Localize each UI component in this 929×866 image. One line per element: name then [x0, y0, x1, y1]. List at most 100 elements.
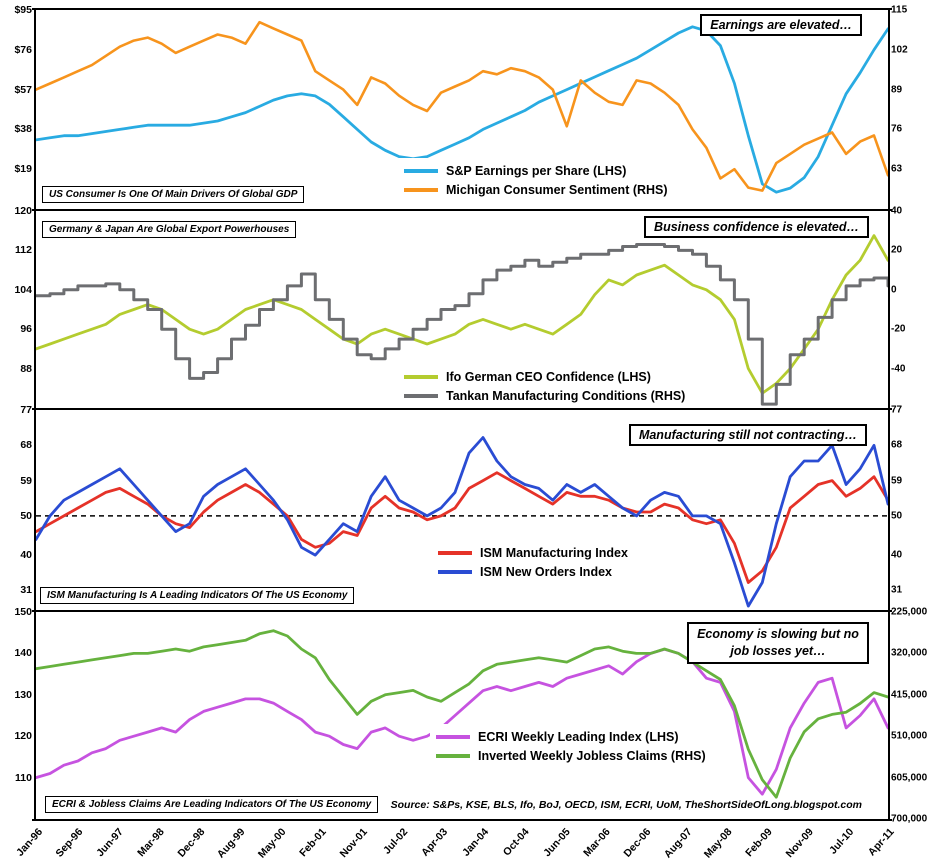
panel-divider: [32, 209, 892, 211]
left-axis: 150 140 130 120 110: [2, 606, 33, 819]
right-axis-tick: -40: [891, 363, 906, 375]
left-axis-tick: 31: [20, 584, 32, 597]
right-axis-tick: 50: [891, 510, 903, 522]
legend-label: Inverted Weekly Jobless Claims (RHS): [478, 748, 706, 763]
left-axis-tick: 120: [14, 730, 32, 743]
legend-label: ISM New Orders Index: [480, 564, 612, 579]
series-line-0: [36, 647, 888, 796]
left-axis: $95 $76 $57 $38 $19: [2, 4, 33, 209]
right-axis-tick: 415,000: [891, 689, 928, 701]
left-axis-tick: 130: [14, 688, 32, 701]
series-line-0: [36, 471, 888, 584]
right-axis-tick: 40: [891, 549, 903, 561]
series-line-1: [36, 243, 888, 406]
left-axis-tick: $76: [14, 43, 32, 56]
caption-ecri: ECRI & Jobless Claims Are Leading Indica…: [45, 796, 379, 813]
source-note: Source: S&Ps, KSE, BLS, Ifo, BoJ, OECD, …: [390, 799, 862, 811]
left-axis-tick: $38: [14, 123, 32, 136]
right-axis: 77 68 59 50 40 31: [891, 405, 929, 610]
left-axis: 77 68 59 50 40 31: [2, 404, 33, 610]
right-axis-tick: 320,000: [891, 647, 928, 659]
right-axis-tick: 59: [891, 475, 903, 487]
right-axis-tick: 700,000: [891, 813, 928, 825]
annotation-confidence: Business confidence is elevated…: [644, 216, 869, 238]
series-swatch: [404, 168, 438, 173]
right-axis: 115 102 89 76 63: [891, 5, 929, 209]
right-axis-tick: 0: [891, 284, 897, 296]
left-axis-tick: 40: [20, 549, 32, 562]
series-line-1: [36, 20, 888, 192]
left-axis-tick: 104: [14, 283, 32, 296]
left-axis-tick: 50: [20, 509, 32, 522]
series-line-0: [36, 25, 888, 194]
left-axis-tick: 150: [14, 606, 32, 618]
right-axis-tick: 31: [891, 584, 903, 596]
caption-ism: ISM Manufacturing Is A Leading Indicator…: [40, 587, 355, 604]
left-axis-tick: $95: [14, 4, 32, 16]
series-swatch: [404, 374, 438, 379]
annotation-manufacturing: Manufacturing still not contracting…: [628, 424, 867, 446]
right-axis-tick: 510,000: [891, 730, 928, 742]
panel-divider: [32, 8, 892, 10]
left-axis: 120 112 104 96 88: [2, 205, 33, 408]
panel-divider: [32, 610, 892, 612]
series-swatch: [436, 734, 470, 739]
left-axis-tick: 77: [20, 404, 32, 416]
panel-ism: 77 68 59 50 40 31 77 68 59 50 40 31 Manufacturing …: [0, 404, 929, 610]
right-axis: 40 20 0 -20 -40: [891, 206, 929, 408]
legend-item: Michigan Consumer Sentiment (RHS): [404, 180, 668, 199]
legend-item: ISM Manufacturing Index: [438, 543, 628, 562]
left-axis-tick: 112: [15, 244, 32, 257]
panel-confidence: 120 112 104 96 88 40 20 0 -20 -40 Business confi…: [0, 205, 929, 408]
caption-exports: Germany & Japan Are Global Export Powerh…: [42, 221, 297, 238]
legend: S&P Earnings per Share (LHS) Michigan Co…: [398, 158, 674, 202]
series-swatch: [438, 569, 472, 574]
left-axis-tick: $19: [14, 163, 32, 176]
right-axis-tick: 40: [891, 205, 903, 217]
panel-ecri-claims: 150 140 130 120 110 225,000 320,000 415,000 510…: [0, 606, 929, 825]
legend-label: Michigan Consumer Sentiment (RHS): [446, 182, 668, 197]
chart-canvas-ecri: [36, 629, 888, 799]
legend: ECRI Weekly Leading Index (LHS) Inverted…: [430, 724, 712, 768]
right-axis-tick: 68: [891, 439, 903, 451]
left-axis-tick: 140: [14, 647, 32, 660]
right-axis: 225,000 320,000 415,000 510,000 605,000 700,0…: [891, 607, 929, 825]
series-swatch: [438, 550, 472, 555]
series-line-1: [36, 436, 888, 608]
legend: Ifo German CEO Confidence (LHS) Tankan M…: [398, 364, 692, 408]
left-axis-tick: 96: [20, 323, 32, 336]
chart-canvas-ism: [36, 436, 888, 608]
legend-label: ECRI Weekly Leading Index (LHS): [478, 729, 679, 744]
right-axis-tick: 102: [891, 44, 908, 56]
right-axis-tick: 605,000: [891, 772, 928, 784]
left-axis-tick: 88: [20, 362, 32, 375]
series-line-0: [36, 234, 888, 395]
legend-item: S&P Earnings per Share (LHS): [404, 161, 668, 180]
right-axis-tick: 77: [891, 404, 903, 416]
right-axis-tick: 63: [891, 163, 903, 175]
left-axis-tick: 110: [15, 771, 32, 784]
series-swatch: [404, 393, 438, 398]
left-axis-tick: 59: [20, 474, 32, 487]
legend-item: ECRI Weekly Leading Index (LHS): [436, 727, 706, 746]
legend-label: Ifo German CEO Confidence (LHS): [446, 369, 651, 384]
axis-line-right: [888, 8, 890, 821]
series-line-1: [36, 629, 888, 799]
legend-item: Inverted Weekly Jobless Claims (RHS): [436, 746, 706, 765]
left-axis-tick: $57: [14, 83, 32, 96]
chart-canvas-earnings: [36, 20, 888, 194]
axis-line-left: [34, 8, 36, 821]
x-axis-labels: Jan-96 Sep-96 Jun-97 Mar-98 Dec-98 Aug-99 May-…: [13, 826, 897, 861]
series-swatch: [404, 187, 438, 192]
legend: ISM Manufacturing Index ISM New Orders I…: [432, 540, 634, 584]
legend-item: ISM New Orders Index: [438, 562, 628, 581]
legend-label: ISM Manufacturing Index: [480, 545, 628, 560]
panel-earnings-sentiment: $95 $76 $57 $38 $19 115 102 89 76 63 Earnings ar…: [0, 4, 929, 209]
legend-label: Tankan Manufacturing Conditions (RHS): [446, 388, 686, 403]
legend-item: Ifo German CEO Confidence (LHS): [404, 367, 685, 386]
right-axis-tick: 225,000: [891, 606, 928, 618]
right-axis-tick: 76: [891, 123, 903, 135]
legend-item: Tankan Manufacturing Conditions (RHS): [404, 386, 685, 405]
right-axis-tick: -20: [891, 323, 906, 335]
